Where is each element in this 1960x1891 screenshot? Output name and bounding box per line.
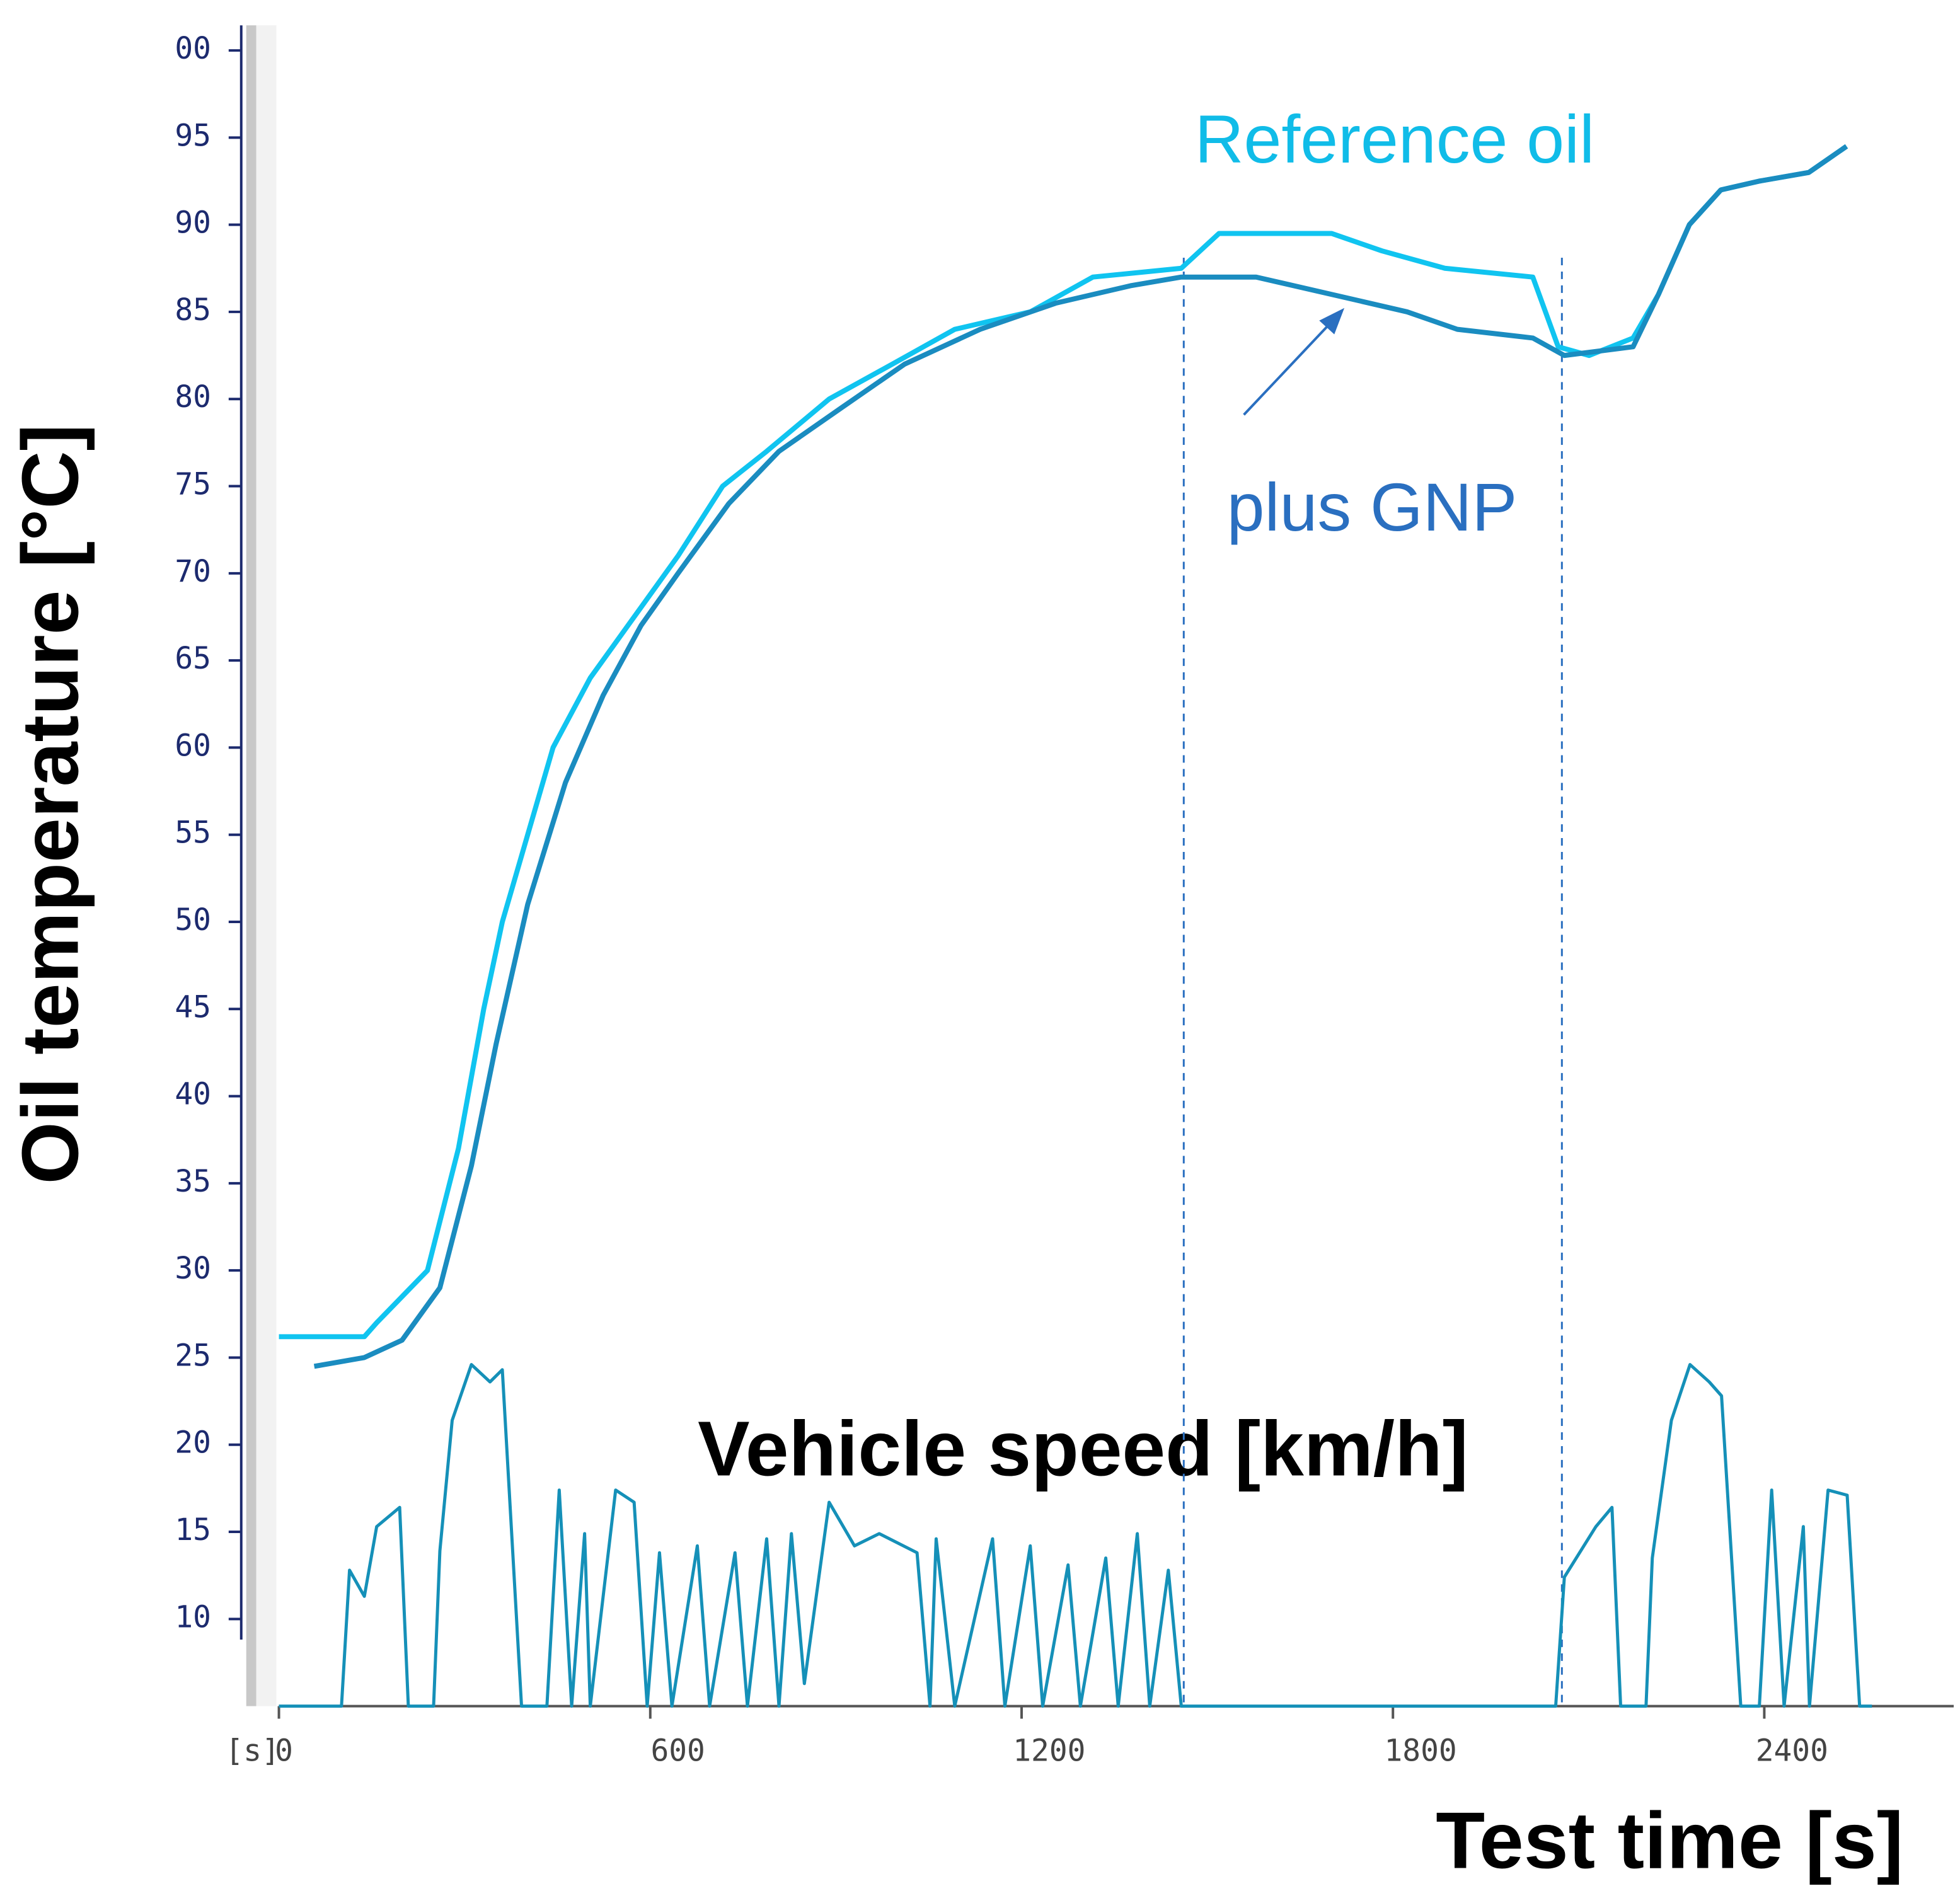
y-axis-title: Oil temperature [°C] — [6, 424, 95, 1185]
x-axis-title: Test time [s] — [1436, 1796, 1903, 1886]
series-line — [279, 1363, 1872, 1708]
series-label: Vehicle speed [km/h] — [698, 1406, 1468, 1493]
series-line — [313, 144, 1848, 1369]
y-tick-label: 30 — [175, 1251, 211, 1286]
arrow-head — [1319, 308, 1345, 335]
x-tick-label: 2400 — [1756, 1733, 1828, 1768]
y-tick-label: 55 — [175, 816, 211, 851]
y-tick-label: 20 — [175, 1426, 211, 1461]
y-tick-label: 15 — [175, 1513, 211, 1548]
y-tick-label: 10 — [175, 1600, 211, 1635]
series-label: Reference oil — [1195, 101, 1594, 177]
y-tick-label: 75 — [175, 468, 211, 502]
y-tick-label: 25 — [175, 1338, 211, 1373]
x-tick-label: 1800 — [1384, 1733, 1456, 1768]
series-line — [279, 144, 1848, 1340]
y-tick-label: 65 — [175, 641, 211, 676]
y-tick-label: 80 — [175, 380, 211, 415]
y-tick-label: 45 — [175, 990, 211, 1025]
y-axis-shade — [256, 25, 277, 1706]
arrow-shaft — [1243, 323, 1330, 416]
y-tick-label: 95 — [175, 118, 211, 153]
y-tick-label: 40 — [175, 1078, 211, 1112]
x-unit: [s] — [226, 1733, 280, 1768]
x-tick-label: 600 — [650, 1733, 705, 1768]
y-tick-label: 90 — [175, 206, 211, 241]
y-tick-label: 85 — [175, 293, 211, 328]
y-tick-label: 70 — [175, 555, 211, 589]
x-tick-label: 0 — [275, 1733, 293, 1768]
y-axis-bar — [246, 25, 257, 1706]
x-tick-label: 1200 — [1013, 1733, 1085, 1768]
y-tick-label: 00 — [175, 32, 211, 66]
y-tick-label: 60 — [175, 728, 211, 763]
y-tick-label: 50 — [175, 903, 211, 938]
series-label: plus GNP — [1227, 469, 1518, 545]
y-tick-label: 35 — [175, 1164, 211, 1199]
